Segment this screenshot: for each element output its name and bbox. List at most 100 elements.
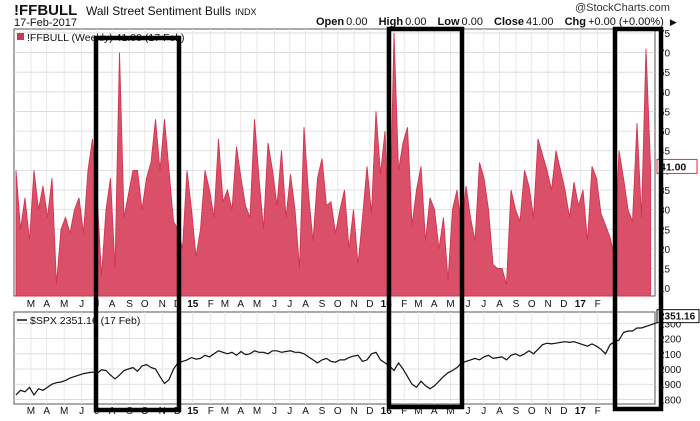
highlight-box <box>93 35 182 413</box>
month-axis-label: A <box>237 406 244 417</box>
month-axis-label: O <box>334 406 342 417</box>
close-value: 41.00 <box>526 16 554 28</box>
chg-label: Chg <box>564 16 586 28</box>
month-axis-label: 16 <box>381 299 393 310</box>
chg-value: +0.00 (+0.00%) <box>587 16 664 28</box>
month-axis-label: J <box>287 299 292 310</box>
month-axis-label: M <box>446 299 454 310</box>
sentiment-tick-label: 35 <box>659 186 671 197</box>
sentiment-tick-label: 30 <box>659 206 671 217</box>
month-axis-label: A <box>43 299 50 310</box>
month-axis-label: N <box>350 299 357 310</box>
month-axis-label: A <box>109 299 116 310</box>
sentiment-tick-label: 65 <box>659 68 671 79</box>
sentiment-tick-label: 10 <box>659 284 671 295</box>
sentiment-tick-label: 20 <box>659 245 671 256</box>
month-axis-label: A <box>496 299 503 310</box>
month-axis-label: D <box>366 299 373 310</box>
open-value: 0.00 <box>346 16 368 28</box>
spx-panel: 1800 1900 2000 2100 2200 2300 $SPX 2351.16 (17… <box>13 309 700 417</box>
month-axis-label: N <box>350 406 357 417</box>
chg-arrow-icon: ▶ <box>669 17 677 27</box>
sentiment-tick-label: 55 <box>659 107 671 118</box>
open-label: Open <box>316 16 345 28</box>
month-axis-label: A <box>431 406 438 417</box>
sentiment-legend-swatch <box>17 33 24 40</box>
highlight-boxes <box>93 26 664 413</box>
month-axis-label: O <box>528 299 536 310</box>
month-axis-label: S <box>319 299 326 310</box>
spx-tick-label: 1800 <box>659 395 682 406</box>
month-axis-label: S <box>319 406 326 417</box>
chart-date: 17-Feb-2017 <box>14 17 77 29</box>
high-label: High <box>378 16 404 28</box>
month-axis-label: J <box>481 406 486 417</box>
quote-bar: Open 0.00 High 0.00 Low 0.00 Close 41.00 Chg… <box>316 16 677 28</box>
month-axis-label: F <box>208 299 214 310</box>
spx-tick-label: 2200 <box>659 335 682 346</box>
sentiment-tick-label: 50 <box>659 127 671 138</box>
stockcharts-watermark: @StockCharts.com <box>575 2 670 14</box>
highlight-box <box>612 26 664 412</box>
month-axis-label: O <box>141 299 149 310</box>
sentiment-tick-label: 25 <box>659 225 671 236</box>
month-axis-label: A <box>302 406 309 417</box>
month-axis-label: A <box>302 299 309 310</box>
month-axis-label: A <box>43 406 50 417</box>
spx-tick-label: 2000 <box>659 365 682 376</box>
month-axis-label: J <box>272 406 277 417</box>
low-label: Low <box>437 16 460 28</box>
month-axis-label: M <box>253 406 261 417</box>
month-axis-label: J <box>287 406 292 417</box>
month-axis-label: M <box>414 406 422 417</box>
sentiment-area-series <box>15 32 651 297</box>
low-value: 0.00 <box>461 16 483 28</box>
high-value: 0.00 <box>405 16 427 28</box>
month-axis-label: 15 <box>187 406 199 417</box>
symbol-description: Wall Street Sentiment Bulls <box>86 4 231 18</box>
month-axis-label: D <box>366 406 373 417</box>
month-axis-label: F <box>595 299 601 310</box>
sentiment-last-value-tag <box>656 158 698 174</box>
month-axis-label: A <box>431 299 438 310</box>
month-axis-label: F <box>401 299 407 310</box>
month-axis-label: N <box>159 299 166 310</box>
symbol-exchange: INDX <box>234 7 257 17</box>
month-axis-label: O <box>528 406 536 417</box>
month-axis-label: A <box>237 299 244 310</box>
highlight-box <box>386 26 465 410</box>
month-axis-label: 17 <box>575 299 587 310</box>
month-axis-label: J <box>79 299 84 310</box>
month-axis-label: S <box>513 299 520 310</box>
month-axis-label: M <box>253 299 261 310</box>
sentiment-tick-label: 15 <box>659 265 671 276</box>
month-axis-label: M <box>60 299 68 310</box>
month-axis-label: F <box>401 406 407 417</box>
month-axis-label: S <box>126 299 133 310</box>
sentiment-tick-label: 70 <box>659 49 671 60</box>
month-axis-label: 17 <box>575 406 587 417</box>
month-axis-label: M <box>60 406 68 417</box>
month-axis-label: S <box>513 406 520 417</box>
month-axis-label: F <box>208 406 214 417</box>
month-axis-label: N <box>544 406 551 417</box>
month-axis-label: J <box>465 406 470 417</box>
spx-legend-text: $SPX 2351.16 (17 Feb) <box>30 315 140 327</box>
month-axis-label: D <box>560 299 567 310</box>
month-axis-label: J <box>272 299 277 310</box>
month-axis-label: 16 <box>381 406 393 417</box>
month-axis-label: M <box>414 299 422 310</box>
month-axis-label: M <box>27 406 35 417</box>
sentiment-tick-label: 60 <box>659 88 671 99</box>
sentiment-last-value-label: 41.00 <box>660 161 686 173</box>
month-axis-label: M <box>221 406 229 417</box>
month-axis-label: M <box>446 406 454 417</box>
chart-symbol-name: Wall Street Sentiment Bulls INDX <box>86 4 256 18</box>
sentiment-tick-label: 45 <box>659 147 671 158</box>
month-axis-label: D <box>560 406 567 417</box>
month-axis-label: J <box>465 299 470 310</box>
sentiment-tick-label: 75 <box>659 29 671 40</box>
month-axis-label: J <box>481 299 486 310</box>
